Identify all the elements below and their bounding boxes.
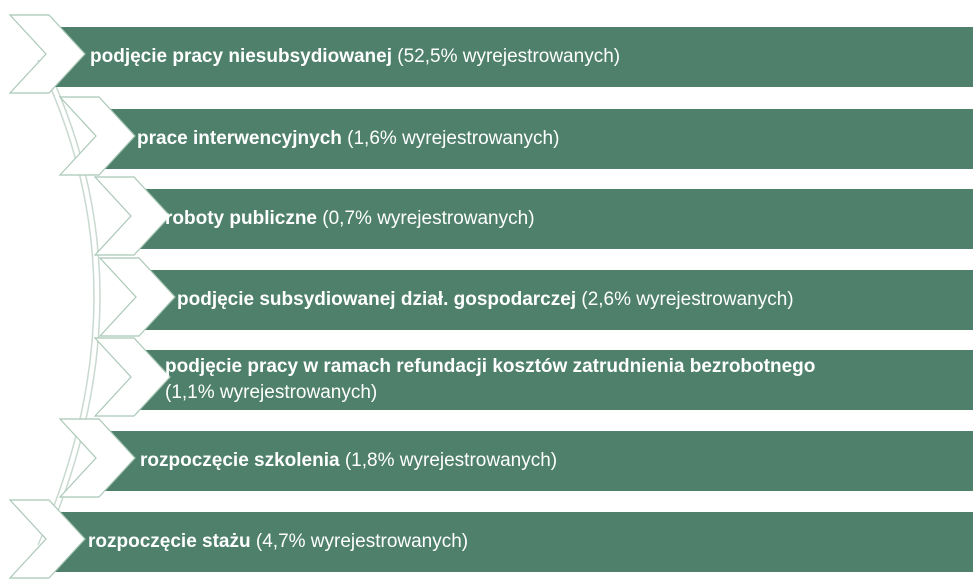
- chevron: [93, 176, 171, 256]
- item-detail: (2,6% wyrejestrowanych): [581, 289, 793, 310]
- chevron: [8, 14, 86, 94]
- item-bar: [140, 270, 973, 330]
- item-label: rozpoczęcie szkolenia: [140, 450, 340, 471]
- item-bar: [100, 109, 973, 169]
- item-bar: [135, 350, 973, 410]
- item-text: roboty publiczne (0,7% wyrejestrowanych): [165, 208, 535, 229]
- item-text: prace interwencyjnych (1,6% wyrejestrowa…: [137, 128, 559, 149]
- item-text: rozpoczęcie szkolenia (1,8% wyrejestrowa…: [140, 450, 557, 471]
- item-detail: (52,5% wyrejestrowanych): [397, 46, 620, 67]
- item-detail: (1,1% wyrejestrowanych): [165, 382, 377, 403]
- chevron: [93, 337, 171, 417]
- item-text: podjęcie pracy niesubsydiowanej (52,5% w…: [90, 46, 620, 67]
- item-label: podjęcie subsydiowanej dział. gospodarcz…: [177, 289, 576, 310]
- item-bar: [50, 512, 973, 572]
- item-label: roboty publiczne: [165, 208, 317, 229]
- item-detail: (1,8% wyrejestrowanych): [345, 450, 557, 471]
- item-bar: [50, 27, 973, 87]
- item-detail: (4,7% wyrejestrowanych): [256, 531, 468, 552]
- connector-arc: [37, 59, 95, 546]
- chevron: [58, 418, 136, 498]
- chevron: [8, 499, 86, 579]
- chevron: [98, 257, 176, 337]
- item-label: prace interwencyjnych: [137, 128, 342, 149]
- item-detail: (0,7% wyrejestrowanych): [322, 208, 534, 229]
- item-text: rozpoczęcie stażu (4,7% wyrejestrowanych…: [88, 531, 468, 552]
- item-label: podjęcie pracy niesubsydiowanej: [90, 46, 392, 67]
- item-label: podjęcie pracy w ramach refundacji koszt…: [165, 356, 815, 377]
- chevron: [58, 96, 136, 176]
- item-bar: [100, 431, 973, 491]
- item-detail: (1,6% wyrejestrowanych): [347, 128, 559, 149]
- item-label: rozpoczęcie stażu: [88, 531, 251, 552]
- item-text: podjęcie subsydiowanej dział. gospodarcz…: [177, 289, 794, 310]
- item-bar: [135, 189, 973, 249]
- connector-arc: [43, 59, 101, 546]
